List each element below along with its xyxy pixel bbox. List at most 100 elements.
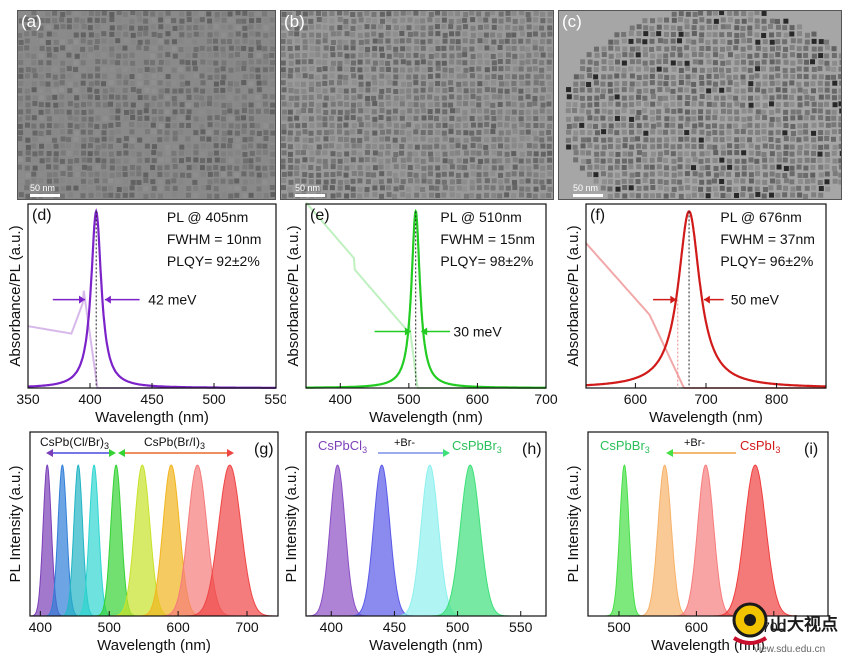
- tem-image-b: [281, 11, 553, 199]
- tem-panel-b: (b) 50 nm: [280, 10, 554, 200]
- mid-composition-tag: +Br-: [394, 437, 415, 449]
- left-composition-tag: CsPbCl3: [318, 438, 367, 455]
- tem-panel-c: (c) 50 nm: [558, 10, 842, 200]
- x-tick-label: 600: [166, 619, 190, 635]
- x-tick-label: 400: [320, 619, 344, 635]
- x-tick-label: 700: [235, 619, 259, 635]
- x-axis: 400 500 600 700: [29, 611, 259, 635]
- x-tick-label: 800: [765, 391, 789, 407]
- right-composition-tag: CsPbBr3: [452, 438, 502, 455]
- pl-annotation-line: PLQY= 96±2%: [720, 253, 813, 269]
- scale-bar-label-b: 50 nm: [295, 183, 321, 193]
- panel-label: (f): [590, 207, 605, 224]
- x-tick-label: 600: [466, 391, 490, 407]
- panel-label: (e): [310, 207, 330, 224]
- arrowhead-icon: [227, 449, 234, 457]
- x-tick-label: 450: [383, 619, 407, 635]
- x-tick-label: 500: [446, 619, 470, 635]
- x-tick-label: 500: [98, 619, 122, 635]
- x-axis-title: Wavelength (nm): [95, 409, 209, 426]
- arrowhead-icon: [104, 295, 111, 304]
- right-composition-tag: CsPbI3: [740, 438, 780, 455]
- tem-panel-a: (a) 50 nm: [17, 10, 276, 200]
- x-tick-label: 700: [762, 619, 786, 635]
- pl-annotation-line: PL @ 405nm: [167, 209, 248, 225]
- arrowhead-icon: [404, 327, 411, 336]
- x-tick-label: 500: [202, 391, 226, 407]
- right-composition-tag: CsPb(Br/I)3: [144, 435, 205, 451]
- left-composition-tag: CsPbBr3: [600, 438, 650, 455]
- y-axis-title: PL Intensity (a.u.): [565, 465, 582, 582]
- plot-frame: [305, 203, 547, 389]
- pl-annotation-line: PL @ 676nm: [720, 209, 801, 225]
- plot-frame: [305, 431, 547, 617]
- plot-frame: [29, 431, 279, 617]
- nanocrystal-grid: [565, 11, 841, 199]
- tem-label-b: (b): [284, 12, 305, 31]
- y-axis-title: Absorbance/PL (a.u.): [565, 225, 582, 366]
- x-tick-label: 500: [397, 391, 421, 407]
- pl-panel-h: 400 450 500 550 (h) Wavelength (nm) PL Intensi…: [283, 431, 547, 654]
- pl-annotation-line: PLQY= 98±2%: [440, 253, 533, 269]
- x-axis-title: Wavelength (nm): [369, 637, 483, 654]
- scale-bar-label-a: 50 nm: [30, 183, 56, 193]
- panel-label: (h): [522, 441, 542, 458]
- plot-frame: [587, 431, 829, 617]
- arrowhead-icon: [703, 295, 710, 304]
- pl-annotation-line: FWHM = 15nm: [440, 231, 535, 247]
- y-axis-title: Absorbance/PL (a.u.): [285, 225, 302, 366]
- panel-label: (g): [254, 441, 274, 458]
- x-axis-title: Wavelength (nm): [97, 637, 211, 654]
- pl-curve: [586, 210, 826, 388]
- x-tick-label: 450: [140, 391, 164, 407]
- x-axis: 600 700 800: [624, 383, 789, 407]
- arrowhead-icon: [670, 295, 677, 304]
- x-tick-label: 400: [329, 391, 353, 407]
- pl-panel-g: 400 500 600 700 (g) Wavelength (nm) PL Intensi…: [7, 431, 279, 654]
- x-tick-label: 600: [685, 619, 709, 635]
- scale-bar-label-c: 50 nm: [573, 183, 599, 193]
- left-composition-tag: CsPb(Cl/Br)3: [40, 435, 109, 451]
- x-axis-title: Wavelength (nm): [369, 409, 483, 426]
- arrowhead-icon: [109, 449, 116, 457]
- pl-annotation-line: FWHM = 10nm: [167, 231, 262, 247]
- arrowhead-icon: [118, 449, 125, 457]
- x-axis: 500 600 700: [607, 611, 786, 635]
- pl-annotation-line: FWHM = 37nm: [720, 231, 815, 247]
- x-axis: 400 500 600 700: [329, 383, 558, 407]
- spectrum-panel-d: 350 400 450 500 550 (d) PL @ 405nm FWHM = 10nm P…: [7, 203, 286, 426]
- x-tick-label: 550: [509, 619, 533, 635]
- arrowhead-icon: [443, 449, 450, 457]
- nanocrystal-grid: [281, 11, 553, 199]
- x-axis: 400 450 500 550: [320, 611, 533, 635]
- energy-annotation: 30 meV: [453, 323, 502, 339]
- watermark-text: 山大视点: [770, 614, 838, 634]
- tem-image-a: [18, 11, 275, 199]
- tem-image-c: [559, 11, 841, 199]
- x-tick-label: 400: [78, 391, 102, 407]
- arrowhead-icon: [79, 295, 86, 304]
- x-tick-label: 600: [624, 391, 648, 407]
- arrowhead-icon: [46, 449, 53, 457]
- spectrum-panel-f: 600 700 800 (f) PL @ 676nm FWHM = 37nm PLQY= 9…: [565, 203, 827, 426]
- x-tick-label: 400: [29, 619, 53, 635]
- tem-label-a: (a): [21, 12, 42, 31]
- x-tick-label: 700: [694, 391, 718, 407]
- arrowhead-icon: [421, 327, 428, 336]
- x-axis: 350 400 450 500 550: [16, 383, 286, 407]
- watermark-url: view.sdu.edu.cn: [754, 644, 825, 655]
- pl-annotation-line: PLQY= 92±2%: [167, 253, 260, 269]
- spectrum-panel-e: 400 500 600 700 (e) PL @ 510nm FWHM = 15nm PLQY…: [285, 201, 558, 426]
- panel-label: (d): [32, 207, 52, 224]
- y-axis-title: PL Intensity (a.u.): [283, 465, 300, 582]
- pl-annotation-line: PL @ 510nm: [440, 209, 521, 225]
- watermark-logo: 山大视点 view.sdu.edu.cn: [728, 598, 846, 656]
- scale-bar-c: 50 nm: [573, 183, 603, 197]
- x-tick-label: 500: [607, 619, 631, 635]
- pl-curve: [306, 208, 546, 389]
- x-tick-label: 350: [16, 391, 40, 407]
- panel-label: (i): [804, 441, 818, 458]
- x-tick-label: 550: [264, 391, 286, 407]
- scale-bar-a: 50 nm: [30, 183, 60, 197]
- y-axis-title: PL Intensity (a.u.): [7, 465, 24, 582]
